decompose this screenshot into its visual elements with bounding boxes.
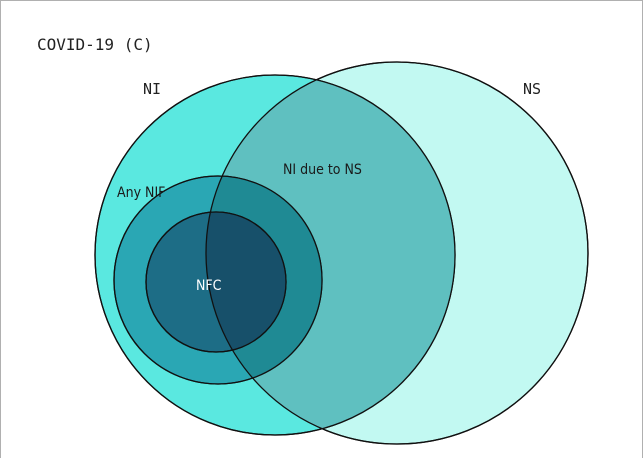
panel-title: COVID-19 (C) (37, 35, 153, 54)
label-ni-due-to-ns: NI due to NS (283, 162, 362, 178)
any-nif-outline (113, 175, 323, 385)
label-ni: NI (143, 80, 161, 98)
nfc-ns-overlap (206, 212, 286, 352)
ns-outline (205, 61, 589, 445)
nfc-outline (145, 211, 287, 353)
ni-outline (94, 74, 456, 436)
label-ns: NS (523, 80, 541, 98)
label-any-nif: Any NIF (117, 185, 165, 201)
label-nfc: NFC (196, 278, 222, 294)
